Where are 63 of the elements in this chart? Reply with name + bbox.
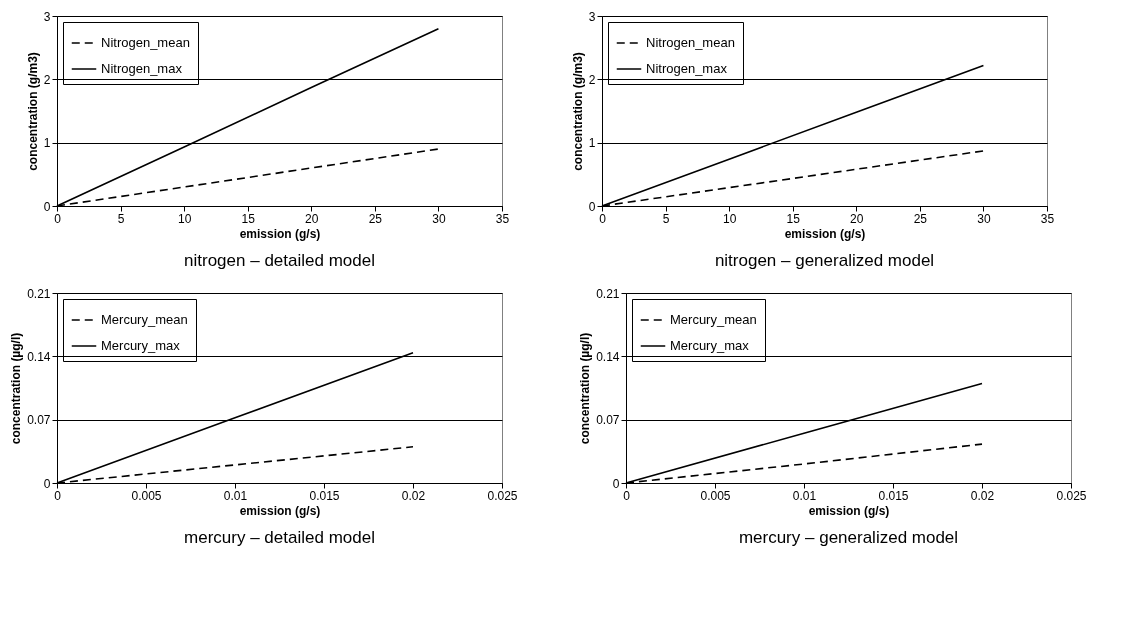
text: mercury – generalized model (738, 528, 959, 547)
x-tick-label: 10 (722, 211, 737, 226)
text: nitrogen – detailed model (184, 251, 375, 270)
x-tick-label: 0.02 (970, 488, 995, 503)
x-axis-title: emission (g/s) (808, 503, 890, 518)
legend-label: Mercury_max (101, 338, 181, 353)
y-axis-title: concentration (g/m3) (570, 52, 585, 171)
legend-label: Nitrogen_mean (101, 35, 190, 50)
x-tick-label: 0.01 (223, 488, 248, 503)
x-tick-label: 30 (432, 211, 446, 226)
x-tick-label: 20 (850, 211, 864, 226)
y-tick-label: 1 (588, 136, 596, 151)
y-tick-label: 0.07 (596, 413, 620, 428)
legend-label: Mercury_max (670, 338, 750, 353)
x-tick-label: 0.025 (487, 488, 518, 503)
text: nitrogen – generalized model (714, 251, 935, 270)
x-tick-label: 35 (495, 211, 510, 226)
y-tick-label: 0 (588, 199, 596, 214)
x-tick-label: 20 (305, 211, 319, 226)
x-tick-label: 0.01 (792, 488, 817, 503)
x-tick-label: 0.015 (878, 488, 909, 503)
y-tick-label: 0 (612, 476, 620, 491)
x-tick-label: 0 (623, 488, 631, 503)
y-axis-title: concentration (µg/l) (9, 332, 24, 445)
text: mercury – detailed model (184, 528, 375, 547)
x-tick-label: 0 (54, 488, 62, 503)
x-tick-label: 25 (913, 211, 928, 226)
x-tick-label: 35 (1040, 211, 1055, 226)
y-tick-label: 0.21 (596, 286, 620, 301)
x-tick-label: 25 (368, 211, 383, 226)
y-tick-label: 3 (588, 9, 596, 24)
x-tick-label: 5 (662, 211, 670, 226)
x-tick-label: 15 (241, 211, 256, 226)
legend-label: Mercury_mean (670, 312, 757, 327)
y-tick-label: 2 (43, 72, 51, 87)
y-tick-label: 1 (43, 136, 51, 151)
y-tick-label: 0.07 (27, 413, 51, 428)
legend-label: Mercury_mean (101, 312, 188, 327)
x-tick-label: 15 (786, 211, 801, 226)
y-tick-label: 3 (43, 9, 51, 24)
x-tick-label: 0 (54, 211, 62, 226)
x-tick-label: 5 (117, 211, 125, 226)
x-axis-title: emission (g/s) (239, 503, 321, 518)
y-tick-label: 0.14 (27, 349, 51, 364)
y-tick-label: 0.14 (596, 349, 620, 364)
y-tick-label: 0 (43, 476, 51, 491)
legend-label: Nitrogen_max (101, 61, 183, 76)
x-tick-label: 0.02 (401, 488, 426, 503)
legend-label: Nitrogen_mean (646, 35, 735, 50)
y-tick-label: 2 (588, 72, 596, 87)
x-tick-label: 0.005 (700, 488, 731, 503)
x-tick-label: 0.025 (1056, 488, 1087, 503)
x-axis-title: emission (g/s) (239, 226, 321, 241)
x-tick-label: 10 (177, 211, 192, 226)
x-tick-label: 30 (977, 211, 991, 226)
legend-label: Nitrogen_max (646, 61, 728, 76)
x-axis-title: emission (g/s) (784, 226, 866, 241)
y-tick-label: 0 (43, 199, 51, 214)
y-tick-label: 0.21 (27, 286, 51, 301)
x-tick-label: 0.005 (131, 488, 162, 503)
y-axis-title: concentration (g/m3) (25, 52, 40, 171)
x-tick-label: 0.015 (309, 488, 340, 503)
y-axis-title: concentration (µg/l) (578, 332, 593, 445)
